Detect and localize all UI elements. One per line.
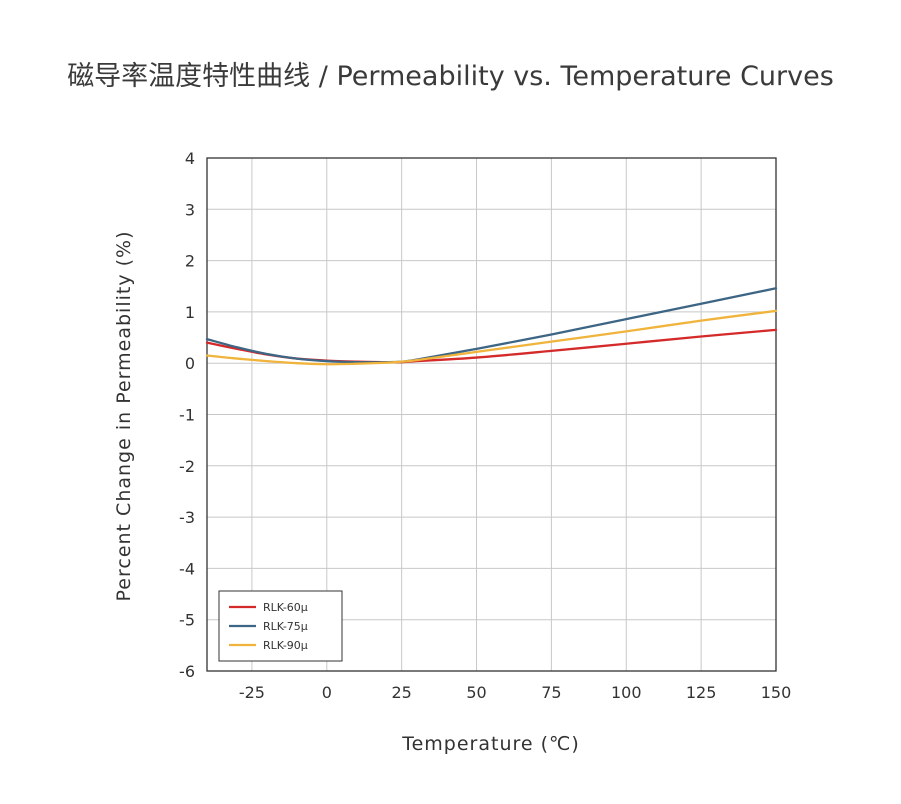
series-line-2 [205, 287, 778, 364]
legend: RLK-60μ RLK-75μ RLK-90μ [218, 590, 343, 662]
y-tick-label: -2 [179, 457, 195, 476]
y-tick-label: -1 [179, 406, 195, 425]
y-tick-label: -5 [179, 611, 195, 630]
x-tick-label: 125 [686, 683, 717, 702]
y-tick-label: 3 [185, 200, 195, 219]
y-tick-label: 4 [185, 149, 195, 168]
x-tick-label: 0 [322, 683, 332, 702]
y-tick-label: -3 [179, 508, 195, 527]
x-tick-label: 50 [466, 683, 486, 702]
plot-frame [206, 157, 777, 672]
x-tick-label: -25 [239, 683, 265, 702]
y-tick-label: 2 [185, 252, 195, 271]
y-tick-label: -6 [179, 662, 195, 681]
legend-label: RLK-60μ [263, 601, 308, 614]
tick-layer: -25 0 25 50 75 100 125 150 4 3 2 1 0 -1 -2 -3 -4 -5 -6 [179, 149, 791, 702]
x-tick-label: 100 [611, 683, 642, 702]
y-tick-label: 1 [185, 303, 195, 322]
series-layer [205, 287, 778, 366]
x-tick-label: 25 [391, 683, 411, 702]
x-tick-label: 75 [541, 683, 561, 702]
x-tick-label: 150 [761, 683, 792, 702]
x-axis-label: Temperature (℃) [401, 733, 580, 755]
series-line-3 [205, 309, 778, 366]
y-axis-label: Percent Change in Permeability (%) [113, 231, 135, 602]
chart-title: 磁导率温度特性曲线 / Permeability vs. Temperature… [67, 61, 834, 92]
legend-label: RLK-75μ [263, 620, 308, 633]
y-tick-label: 0 [185, 354, 195, 373]
y-tick-label: -4 [179, 559, 195, 578]
legend-label: RLK-90μ [263, 639, 308, 652]
